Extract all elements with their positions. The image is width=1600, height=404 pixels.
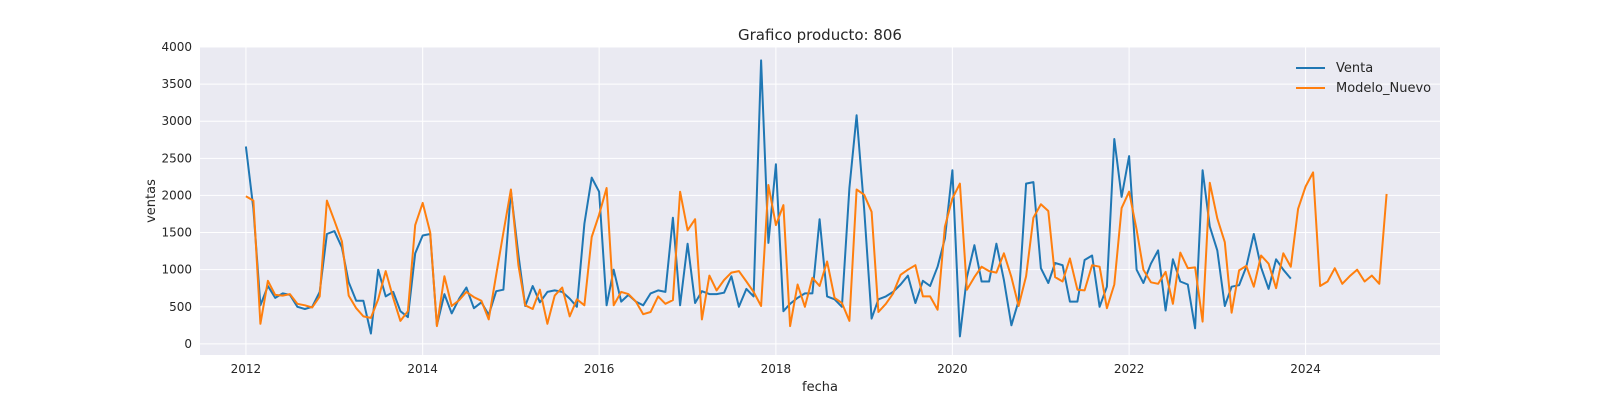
x-axis-ticks: 2012 2014 2016 2018 2020 2022 2024 [231, 362, 1321, 376]
x-tick-label: 2014 [407, 362, 438, 376]
y-tick-label: 1500 [161, 226, 192, 240]
y-tick-label: 4000 [161, 40, 192, 54]
y-tick-label: 1000 [161, 263, 192, 277]
y-tick-label: 500 [169, 300, 192, 314]
y-axis-ticks: 0 500 1000 1500 2000 2500 3000 3500 4000 [161, 40, 192, 351]
y-axis-label: ventas [144, 179, 159, 223]
legend-label-venta: Venta [1336, 61, 1373, 76]
legend-entry-modelo-nuevo: Modelo_Nuevo [1296, 81, 1431, 96]
x-tick-label: 2012 [231, 362, 262, 376]
x-axis-label: fecha [802, 380, 838, 395]
x-tick-label: 2024 [1290, 362, 1321, 376]
x-tick-label: 2018 [761, 362, 792, 376]
y-tick-label: 3000 [161, 114, 192, 128]
x-tick-label: 2022 [1114, 362, 1145, 376]
series-line-venta [244, 59, 1292, 338]
series-lines [244, 59, 1388, 338]
legend-label-modelo-nuevo: Modelo_Nuevo [1336, 81, 1431, 96]
legend: Venta Modelo_Nuevo [1296, 61, 1431, 96]
x-tick-label: 2016 [584, 362, 615, 376]
series-line-modelo-nuevo [245, 171, 1388, 328]
y-tick-label: 3500 [161, 77, 192, 91]
legend-entry-venta: Venta [1296, 61, 1373, 76]
y-tick-label: 0 [184, 337, 192, 351]
y-tick-label: 2000 [161, 188, 192, 202]
chart-title: Grafico producto: 806 [738, 26, 902, 44]
y-tick-label: 2500 [161, 151, 192, 165]
x-tick-label: 2020 [937, 362, 968, 376]
plot-area [200, 47, 1440, 355]
